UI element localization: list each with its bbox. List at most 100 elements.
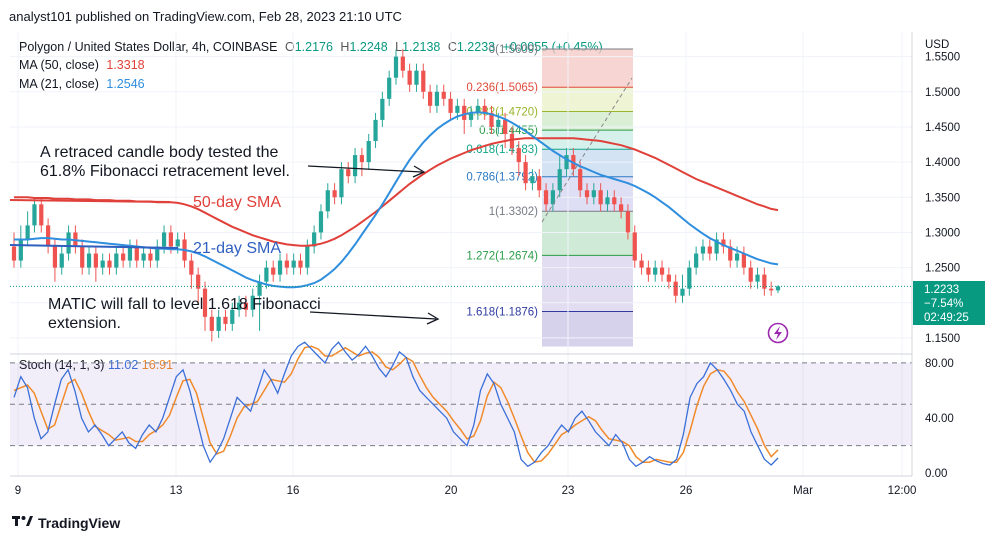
candle-body xyxy=(209,316,214,331)
stochastic-pane[interactable] xyxy=(10,341,912,468)
candle-body xyxy=(741,253,747,268)
currency-label: USD xyxy=(925,39,949,51)
fib-zone xyxy=(542,87,633,112)
candle-body xyxy=(530,176,535,184)
candle-body xyxy=(721,239,726,247)
candle-body xyxy=(666,274,671,282)
candle-body xyxy=(694,253,699,268)
fib-zone xyxy=(542,311,633,347)
stoch-label: Stoch (14, 1, 3) xyxy=(19,358,105,372)
annotation-retrace-arrowhead xyxy=(412,165,426,178)
candle-body xyxy=(584,190,590,198)
close-label: C xyxy=(447,40,457,54)
candle-body xyxy=(734,253,740,261)
candle-body xyxy=(687,267,692,289)
price-tick-label: 1.1500 xyxy=(925,333,960,345)
candle-body xyxy=(155,246,160,261)
candle-body xyxy=(639,260,644,268)
candle-body xyxy=(230,309,235,324)
tradingview-logo-icon xyxy=(12,516,33,526)
candle-body xyxy=(578,169,583,191)
candle-body xyxy=(332,190,337,198)
candle-body xyxy=(632,232,637,261)
candle-body xyxy=(100,260,105,268)
publisher-bar: analyst101 published on TradingView.com,… xyxy=(0,0,995,32)
price-tick-label: 1.5000 xyxy=(925,87,960,99)
symbol-title: Polygon / United States Dollar, 4h, COIN… xyxy=(19,40,278,54)
candle-body xyxy=(127,246,133,261)
candle-body xyxy=(448,98,453,113)
time-tick-label: 13 xyxy=(170,485,183,497)
candle-body xyxy=(441,91,446,99)
candle-body xyxy=(264,267,269,282)
annotation-sma50: 50-day SMA xyxy=(193,194,281,211)
time-axis[interactable]: 9 13 16 20 23 26 Mar 12:00 xyxy=(10,475,916,497)
candle-body xyxy=(680,288,685,296)
candle-body xyxy=(618,204,624,212)
candle-body xyxy=(141,253,146,261)
stoch-legend[interactable]: Stoch (14, 1, 3) 11.02 16.91 xyxy=(19,358,173,372)
lightning-icon[interactable] xyxy=(767,322,789,344)
high-value: 1.2248 xyxy=(349,40,388,54)
candle-body xyxy=(653,267,658,275)
candle-body xyxy=(59,253,64,268)
candle-body xyxy=(291,260,296,268)
candle-body xyxy=(700,246,706,254)
annotation-target-line1: MATIC will fall to level 1.618 Fibonacci xyxy=(48,296,321,313)
candle-body xyxy=(271,267,276,275)
ma21-legend[interactable]: MA (21, close) 1.2546 xyxy=(19,77,145,91)
ma21-annotation-segment xyxy=(9,244,179,249)
candle-body xyxy=(134,246,139,261)
low-label: L xyxy=(395,40,403,54)
candle-body xyxy=(400,56,405,71)
candle-body xyxy=(550,190,556,205)
fibonacci-tool[interactable]: 0(1.5609)0.236(1.5065)0.382(1.4720)0.5(1… xyxy=(466,44,633,347)
footer-brand: TradingView xyxy=(38,515,120,531)
stoch-k-value: 11.02 xyxy=(107,358,139,372)
candle-body xyxy=(168,232,174,247)
candle-body xyxy=(748,267,753,282)
fib-level-label: 0(1.5609) xyxy=(489,44,538,56)
candle-body xyxy=(114,253,119,268)
fib-zone xyxy=(542,48,633,88)
fib-zone xyxy=(542,255,633,312)
candle-body xyxy=(359,155,365,163)
candle-body xyxy=(387,77,392,99)
candle-body xyxy=(80,246,85,268)
candle-body xyxy=(523,162,528,184)
candle-body xyxy=(236,302,242,310)
candle-body xyxy=(298,260,303,268)
annotation-target-line2: extension. xyxy=(48,315,121,332)
chart-grid xyxy=(10,32,912,476)
fib-zone xyxy=(542,111,633,131)
candle-body xyxy=(52,246,58,268)
candle-body xyxy=(325,190,330,212)
candle-body xyxy=(277,260,283,275)
candle-body xyxy=(427,91,433,106)
candle-body xyxy=(407,70,412,85)
candle-body xyxy=(86,253,92,268)
candle-body xyxy=(148,253,153,261)
price-tag-timer: 02:49:25 xyxy=(924,312,969,324)
time-tick-label: 26 xyxy=(680,485,693,497)
candle-body xyxy=(339,169,344,198)
candle-body xyxy=(189,260,194,275)
fib-level-label: 1.618(1.1876) xyxy=(466,306,538,318)
candle-body xyxy=(305,246,310,268)
close-value: 1.2233 xyxy=(456,40,496,54)
ma21-line xyxy=(14,111,779,289)
ma50-legend[interactable]: MA (50, close) 1.3318 xyxy=(19,58,145,72)
candle-body xyxy=(93,253,98,268)
candle-body xyxy=(591,190,596,198)
candle-body xyxy=(25,225,30,240)
candle-body xyxy=(489,112,494,127)
candle-body xyxy=(175,239,180,247)
candle-body xyxy=(250,295,255,310)
candle-body xyxy=(18,239,23,261)
candle-body xyxy=(475,105,480,113)
candle-body xyxy=(32,204,37,226)
candle-body xyxy=(346,169,351,177)
high-label: H xyxy=(340,40,350,54)
